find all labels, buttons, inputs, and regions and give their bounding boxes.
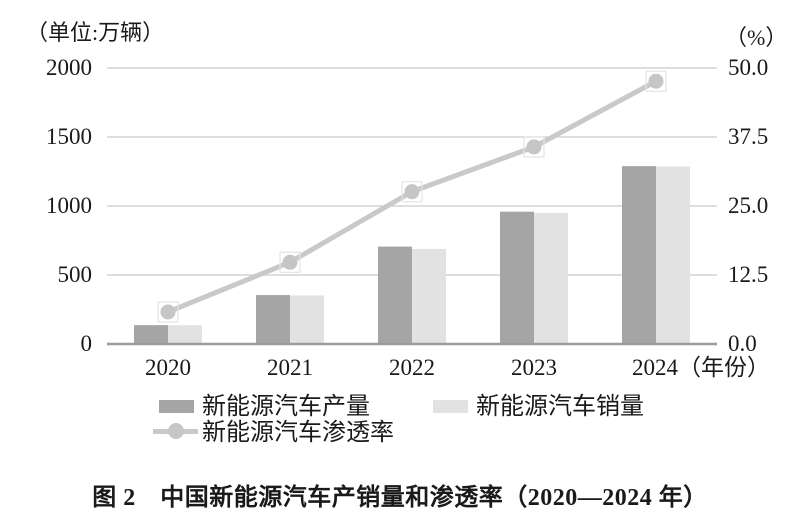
production-bar [500, 211, 534, 344]
marker-halo [401, 181, 423, 203]
sales-bar [290, 295, 324, 344]
penetration-marker [648, 73, 664, 89]
sales-bar [168, 325, 202, 344]
right-axis-tick-label: 12.5 [728, 262, 769, 287]
right-axis-tick-label: 50.0 [728, 55, 769, 80]
left-axis-tick-label: 1000 [46, 193, 92, 218]
left-axis-tick-label: 0 [80, 331, 93, 356]
x-axis-label: 2021 [267, 355, 313, 380]
right-axis-unit-label: （%） [725, 25, 788, 50]
marker-halo [523, 136, 545, 158]
legend-label-production: 新能源汽车产量 [202, 394, 370, 420]
x-axis-label: 2022 [389, 355, 435, 380]
right-axis-tick-label: 0.0 [728, 331, 757, 356]
left-axis-unit-label: （单位:万辆） [26, 20, 165, 45]
sales-bar [534, 212, 568, 344]
left-axis-tick-label: 1500 [46, 124, 92, 149]
production-bar [134, 325, 168, 344]
legend-swatch-sales [433, 400, 468, 413]
legend-label-penetration: 新能源汽车渗透率 [202, 420, 394, 446]
right-axis-tick-label: 25.0 [728, 193, 769, 218]
production-bar [622, 166, 656, 344]
production-bar [378, 246, 412, 344]
penetration-marker [160, 304, 176, 320]
sales-bar [656, 166, 690, 344]
penetration-marker [526, 139, 542, 155]
x-axis-label: 2023 [511, 355, 557, 380]
legend-swatch-production [159, 400, 194, 413]
marker-halo [279, 251, 301, 273]
left-axis-tick-label: 2000 [46, 55, 92, 80]
penetration-marker [282, 254, 298, 270]
marker-halo [157, 301, 179, 323]
left-axis-tick-label: 500 [57, 262, 93, 287]
x-axis-label-with-suffix: 2024（年份） [632, 355, 770, 380]
penetration-marker [404, 184, 420, 200]
legend-marker-penetration [168, 423, 184, 439]
sales-bar [412, 248, 446, 344]
legend-label-sales: 新能源汽车销量 [476, 394, 644, 420]
figure-caption: 图 2 中国新能源汽车产销量和渗透率（2020—2024 年） [92, 485, 708, 511]
marker-halo [645, 70, 667, 92]
x-axis-label: 2020 [145, 355, 191, 380]
right-axis-tick-label: 37.5 [728, 124, 769, 149]
production-bar [256, 295, 290, 344]
chart-plot-area [107, 67, 717, 346]
